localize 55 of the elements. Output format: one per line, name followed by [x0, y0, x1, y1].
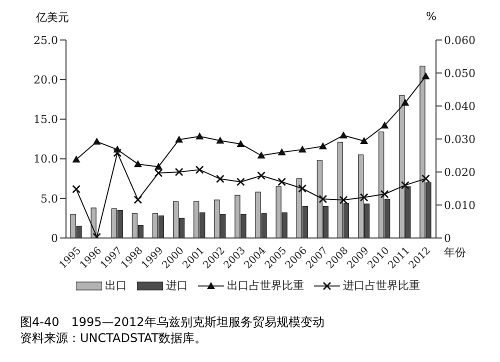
legend-label: 出口占世界比重: [226, 278, 304, 293]
y2-tick-label: 0.020: [444, 166, 476, 179]
x-axis-title: 年份: [444, 246, 466, 259]
point: [340, 196, 348, 204]
point: [401, 98, 410, 106]
legend-label: 出口: [104, 278, 127, 293]
point: [278, 148, 286, 156]
point: [72, 155, 80, 162]
y2-tick-label: 0.010: [444, 198, 476, 212]
point: [257, 172, 266, 180]
point: [298, 184, 306, 192]
y-tick-label: 20.0: [34, 74, 58, 87]
point: [175, 136, 184, 143]
point: [422, 72, 430, 80]
y-tick-label: 15.0: [34, 113, 58, 126]
point: [257, 152, 266, 158]
y-tick-label: 0: [51, 232, 58, 245]
point: [196, 166, 204, 174]
y2-tick-label: 0.030: [444, 132, 476, 146]
y-axis-title: 亿美元: [36, 10, 69, 25]
point: [72, 185, 80, 194]
legend-label: 进口占世界比重: [342, 278, 420, 293]
point: [360, 136, 368, 144]
point: [216, 174, 224, 183]
point: [216, 136, 224, 144]
point: [236, 140, 245, 147]
y2-tick-label: 0.060: [444, 34, 476, 47]
point: [134, 160, 142, 168]
point: [422, 174, 430, 183]
y2-tick-label: 0.050: [444, 66, 476, 80]
text: 图4-40 1995—2012年乌兹别克斯坦服务贸易规模变动: [20, 314, 326, 330]
point: [380, 121, 389, 128]
point: [340, 131, 348, 138]
point: [154, 168, 162, 177]
point: [401, 181, 410, 190]
point: [318, 142, 327, 150]
point: [236, 178, 245, 186]
legend-label: 进口: [165, 278, 188, 293]
y-tick-label: 5.0: [40, 192, 58, 206]
y2-tick-label: 0.040: [444, 100, 476, 113]
point: [92, 138, 101, 145]
point: [318, 195, 327, 204]
point: [298, 146, 306, 153]
point: [134, 196, 142, 204]
point: [113, 148, 122, 157]
y-tick-label: 10.0: [34, 152, 58, 166]
text: 资料来源：UNCTADSTAT数据库。: [20, 330, 208, 346]
point: [175, 168, 184, 176]
point: [380, 190, 389, 198]
y-tick-label: 25.0: [34, 34, 58, 47]
point: [196, 132, 204, 140]
y2-tick-label: 0: [444, 232, 451, 245]
point: [360, 193, 368, 202]
point: [278, 178, 286, 186]
y2-axis-title: %: [426, 10, 436, 23]
